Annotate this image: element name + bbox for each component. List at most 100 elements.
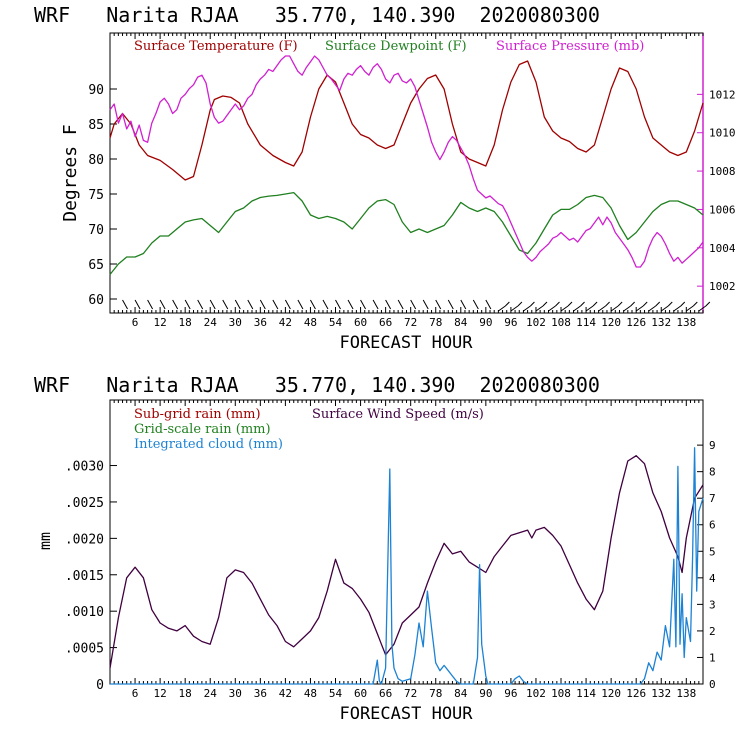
c1-x-tick-label: 84 (454, 316, 468, 329)
wind-barb (147, 299, 154, 310)
chart1-wind-barbs (122, 299, 711, 312)
c2-y2-tick-label: 8 (709, 466, 716, 479)
c1-series-surface-pressure (109, 55, 704, 268)
wind-barb (335, 299, 341, 310)
wind-barb (284, 299, 291, 310)
chart1-x-label: FORECAST HOUR (339, 333, 473, 353)
wind-barb (485, 299, 492, 310)
c1-x-tick-label: 90 (479, 316, 492, 329)
c2-y-tick-label: .0005 (65, 642, 104, 657)
c1-series-surface-temperature (109, 60, 704, 181)
c2-x-tick-label: 120 (601, 687, 621, 700)
c2-y2-tick-label: 0 (709, 678, 716, 691)
wind-barb-flag (705, 301, 711, 307)
c1-x-tick-label: 132 (651, 316, 671, 329)
c1-x-tick-label: 60 (354, 316, 367, 329)
c2-x-tick-label: 18 (179, 687, 192, 700)
wind-barb-flag (567, 301, 573, 307)
wind-barb (247, 299, 254, 310)
chart1-legend-dewpoint: Surface Dewpoint (F) (325, 39, 467, 54)
chart2-legend-wind-speed: Surface Wind Speed (m/s) (312, 407, 484, 422)
chart1-x-axis: 6 12 18 24 30 36 42 48 54 60 66 72 78 84 90 96 102 108 114… (113, 33, 704, 329)
c2-x-tick-label: 132 (651, 687, 671, 700)
c2-x-tick-label: 72 (404, 687, 417, 700)
chart2-y-label: mm (36, 532, 54, 550)
wind-barb (310, 299, 316, 310)
c2-x-tick-label: 114 (576, 687, 596, 700)
c1-y-tick-label: 85 (88, 118, 104, 133)
wind-barb-flag (505, 301, 510, 307)
c1-y-tick-label: 60 (88, 293, 104, 308)
wind-barb (623, 305, 631, 312)
c1-x-tick-label: 114 (576, 316, 596, 329)
c1-y2-tick-label: 1010 (709, 127, 736, 140)
c1-x-tick-label: 36 (254, 316, 267, 329)
chart1-title: WRF Narita RJAA 35.770, 140.390 20200803… (34, 3, 600, 27)
wind-barb-flag (530, 301, 535, 307)
c2-y2-tick-label: 4 (709, 572, 716, 585)
c2-x-tick-label: 108 (551, 687, 571, 700)
c1-y-tick-label: 65 (88, 258, 104, 273)
c1-x-tick-label: 96 (504, 316, 517, 329)
chart1-legend-temp: Surface Temperature (F) (134, 39, 298, 54)
wind-barb (673, 305, 682, 312)
chart2-legend-integrated-cloud: Integrated cloud (mm) (134, 437, 283, 452)
wind-barb-flag (605, 301, 610, 307)
wind-barb (159, 299, 166, 310)
wind-barb (347, 299, 354, 310)
chart1-legend-pressure: Surface Pressure (mb) (496, 39, 644, 54)
c2-y2-tick-label: 9 (709, 439, 716, 452)
wind-barb (410, 299, 417, 310)
c2-x-tick-label: 24 (204, 687, 218, 700)
wind-barb (397, 299, 404, 310)
wind-barb-flag (642, 301, 648, 307)
c2-y-tick-label: .0010 (65, 605, 104, 620)
wind-barb (686, 305, 694, 312)
chart2-x-label: FORECAST HOUR (339, 704, 473, 724)
c1-x-tick-label: 72 (404, 316, 417, 329)
wind-barb (472, 299, 479, 310)
wind-barb-flag (655, 301, 661, 307)
c1-y2-tick-label: 1004 (709, 242, 736, 255)
c2-x-tick-label: 36 (254, 687, 267, 700)
c2-y2-tick-label: 5 (709, 545, 716, 558)
c2-x-tick-label: 42 (279, 687, 292, 700)
c2-x-tick-label: 66 (379, 687, 392, 700)
c1-y-tick-label: 80 (88, 153, 104, 168)
wind-barb (635, 305, 644, 312)
wind-barb (172, 299, 179, 310)
wind-barb (598, 305, 606, 312)
wind-barb (548, 305, 556, 312)
c1-x-tick-label: 102 (526, 316, 546, 329)
wind-barb-flag (555, 301, 560, 307)
c1-x-tick-label: 24 (204, 316, 218, 329)
wind-barb-flag (580, 301, 585, 307)
c1-x-tick-label: 126 (626, 316, 646, 329)
wind-barb (272, 299, 279, 310)
c2-x-tick-label: 138 (676, 687, 696, 700)
wind-barb (360, 299, 367, 310)
wind-barb (573, 305, 581, 312)
wind-barb (510, 305, 519, 312)
c1-y-tick-label: 70 (88, 223, 104, 238)
c2-x-tick-label: 12 (153, 687, 166, 700)
wind-barb (535, 305, 544, 312)
c1-series-surface-dewpoint (109, 191, 704, 275)
chart2-series (109, 447, 704, 685)
wind-barb-flag (542, 301, 548, 307)
chart2-y-axis: 0 .0005 .0010 .0015 .0020 .0025 .0030 (65, 460, 117, 693)
chart2-title: WRF Narita RJAA 35.770, 140.390 20200803… (34, 373, 600, 397)
chart2-legend-gridscale-rain: Grid-scale rain (mm) (134, 422, 271, 437)
c1-x-tick-label: 120 (601, 316, 621, 329)
c2-y-tick-label: .0015 (65, 569, 104, 584)
wind-barb (648, 305, 657, 312)
c1-y2-tick-label: 1006 (709, 203, 736, 216)
c2-y-tick-label: .0025 (65, 496, 104, 511)
wind-barb (460, 299, 467, 310)
c2-x-tick-label: 48 (304, 687, 317, 700)
c1-y2-tick-label: 1012 (709, 88, 736, 101)
wind-barb-flag (592, 301, 598, 307)
c1-x-tick-label: 48 (304, 316, 317, 329)
c2-x-tick-label: 102 (526, 687, 546, 700)
